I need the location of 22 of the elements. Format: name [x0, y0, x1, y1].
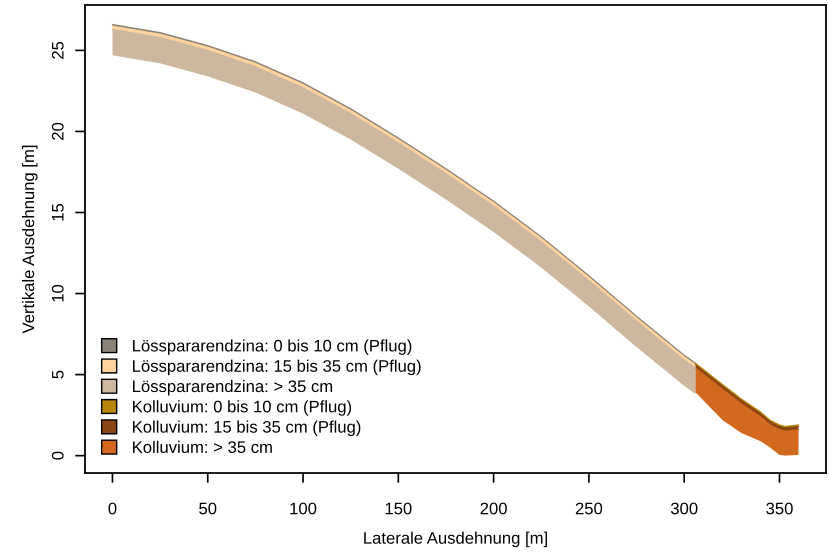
x-tick-label: 150	[386, 502, 412, 514]
y-tick-label: 15	[52, 204, 64, 220]
x-tick-label: 200	[480, 502, 507, 514]
x-axis-title: Laterale Ausdehnung [m]	[364, 532, 547, 548]
legend-label: Lösspararendzina: > 35 cm	[133, 380, 332, 396]
y-tick-label: 25	[52, 42, 64, 59]
x-tick-label: 300	[670, 502, 698, 514]
legend-label: Kolluvium: > 35 cm	[133, 440, 272, 454]
legend-label: Kolluvium: 0 bis 10 cm (Pflug)	[133, 400, 352, 416]
x-tick-label: 250	[576, 502, 602, 514]
x-tick-label: 0	[108, 502, 116, 514]
y-axis-title: Vertikale Ausdehnung [m]	[22, 146, 38, 334]
y-tick-label: 20	[52, 122, 64, 140]
y-tick-label: 10	[52, 284, 64, 302]
legend-label: Kolluvium: 15 bis 35 cm (Pflug)	[133, 420, 360, 436]
legend-label: Lösspararendzina: 15 bis 35 cm (Pflug)	[133, 360, 421, 376]
y-tick-label: 5	[52, 370, 64, 379]
x-tick-label: 50	[199, 502, 216, 514]
y-tick-label: 0	[52, 452, 64, 460]
legend-label: Lösspararendzina: 0 bis 10 cm (Pflug)	[133, 339, 412, 355]
x-tick-label: 350	[766, 502, 793, 514]
x-tick-label: 100	[290, 502, 316, 514]
